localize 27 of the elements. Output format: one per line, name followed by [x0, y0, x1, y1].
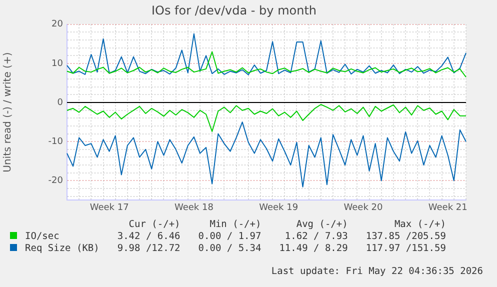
legend-label: IO/sec: [25, 230, 60, 242]
text: 0.00 / 1.97: [197, 230, 262, 242]
text: Max (-/+): [393, 218, 446, 230]
text: 3.42 / 6.46: [116, 230, 180, 242]
y-tick-label: 20: [52, 20, 64, 30]
text: Last update: Fri May 22 04:36:35 2026: [271, 266, 483, 277]
text: Min (-/+): [208, 218, 262, 230]
x-tick-label: Week 17: [90, 202, 129, 213]
y-tick-label: -20: [48, 176, 64, 186]
text: 0.00 / 5.34: [197, 242, 262, 254]
x-tick-label: Week 21: [428, 202, 468, 213]
x-tick-label: Week 18: [174, 202, 214, 213]
text: Cur (-/+): [128, 218, 180, 230]
text: 1.62 / 7.93: [284, 230, 348, 242]
text: 9.98 /12.72: [116, 242, 180, 254]
x-tick-label: Week 20: [344, 202, 383, 213]
text: 11.49 / 8.29: [278, 242, 348, 254]
text: Avg (-/+): [295, 218, 348, 230]
legend-label: Req Size (KB): [25, 242, 100, 254]
x-tick-label: Week 19: [259, 202, 298, 213]
y-axis-title: Units read (-) / write (+): [2, 52, 14, 172]
y-tick-label: -10: [48, 136, 64, 147]
y-tick-label: 10: [52, 58, 64, 69]
y-tick-label: 0: [57, 98, 64, 108]
text: 137.85 /205.59: [364, 230, 446, 242]
text: 117.97 /151.59: [364, 242, 446, 254]
chart-title: IOs for /dev/vda - by month: [151, 3, 317, 18]
